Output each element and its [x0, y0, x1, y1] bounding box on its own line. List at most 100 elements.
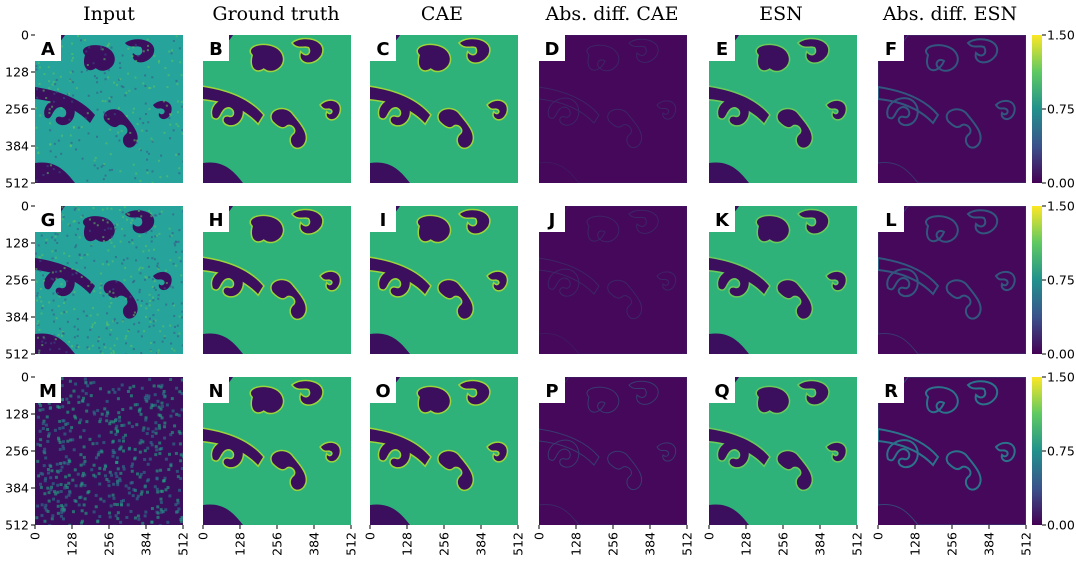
panel-esn-row-1: E	[709, 35, 857, 183]
panel-label-box	[539, 35, 565, 61]
colorbars: 1.50 0.75 0.00 1.50 0.75 0.00 1.50 0.75 0.00	[1032, 28, 1075, 533]
x-tick-label: 384	[474, 532, 489, 556]
panel-cae-row-1: C	[370, 35, 518, 183]
panel-label-N: N	[208, 381, 223, 402]
column-title-abs-diff-cae: Abs. diff. CAE	[545, 3, 679, 25]
y-axis-ticks: 0 128 256 384 512 0 128 256 384 512 0 128 256 384 512	[5, 28, 35, 533]
panel-ground-truth-row-2: H	[203, 206, 351, 354]
panel-label-I: I	[380, 210, 387, 231]
x-tick-label: 384	[139, 532, 154, 556]
x-axis-ticks: 0 128 256 384 512 0 128 256 384 512 0 128 256 384 512 0…	[28, 525, 1034, 556]
panel-label-box	[203, 377, 229, 403]
panel-label-E: E	[716, 39, 728, 60]
x-tick-label: 256	[776, 532, 791, 556]
panel-label-box	[370, 206, 396, 232]
panel-label-box	[709, 206, 735, 232]
panel-abs-diff-esn-row-2: L	[878, 206, 1026, 354]
panel-label-H: H	[208, 210, 223, 231]
x-tick-label: 512	[176, 532, 191, 556]
x-tick-label: 128	[739, 532, 754, 556]
x-tick-label: 256	[102, 532, 117, 556]
panel-label-box	[539, 377, 565, 403]
panel-abs-diff-esn-row-1: F	[878, 35, 1026, 183]
x-tick-label: 256	[606, 532, 621, 556]
colorbar-gradient	[1032, 206, 1042, 354]
y-tick-label: 128	[5, 65, 29, 80]
y-tick-label: 384	[5, 481, 29, 496]
colorbar-tick-label: 0.75	[1047, 444, 1075, 459]
panel-label-box	[370, 35, 396, 61]
panel-label-M: M	[39, 381, 57, 402]
x-tick-label: 256	[945, 532, 960, 556]
x-tick-label: 128	[233, 532, 248, 556]
panel-label-J: J	[547, 210, 556, 231]
x-tick-label: 128	[569, 532, 584, 556]
panel-label-L: L	[885, 210, 896, 231]
panel-abs-diff-cae-row-1: D	[539, 35, 687, 183]
panel-label-A: A	[41, 39, 55, 60]
input-noise	[35, 35, 183, 183]
x-tick-label: 0	[532, 532, 547, 540]
panel-abs-diff-cae-row-3: P	[539, 377, 687, 525]
x-tick-label: 256	[437, 532, 452, 556]
panel-label-F: F	[885, 39, 897, 60]
panel-label-box	[203, 206, 229, 232]
panel-cae-row-2: I	[370, 206, 518, 354]
colorbar-tick-label: 1.50	[1047, 199, 1075, 214]
x-tick-label: 512	[511, 532, 526, 556]
panel-label-K: K	[715, 210, 730, 231]
panel-ground-truth-row-1: B	[203, 35, 351, 183]
colorbar-row-3: 1.50 0.75 0.00	[1032, 370, 1075, 533]
panel-abs-diff-cae-row-2: J	[539, 206, 687, 354]
panel-label-box	[539, 206, 565, 232]
x-tick-label: 128	[908, 532, 923, 556]
panel-abs-diff-esn-row-3: R	[878, 377, 1026, 525]
y-tick-label: 0	[21, 199, 29, 214]
panel-label-box	[35, 206, 61, 232]
y-tick-label: 384	[5, 310, 29, 325]
y-tick-label: 128	[5, 407, 29, 422]
y-tick-label: 512	[5, 347, 29, 362]
colorbar-row-1: 1.50 0.75 0.00	[1032, 28, 1075, 191]
panel-label-box	[35, 35, 61, 61]
panel-label-box	[878, 35, 904, 61]
x-tick-label: 512	[1019, 532, 1034, 556]
panel-input-row-2: G	[35, 206, 183, 354]
panel-label-box	[35, 377, 61, 403]
x-tick-label: 0	[196, 532, 211, 540]
y-tick-label: 256	[5, 444, 29, 459]
x-tick-label: 384	[982, 532, 997, 556]
panel-ground-truth-row-3: N	[203, 377, 351, 525]
x-tick-label: 128	[400, 532, 415, 556]
x-tick-label: 0	[702, 532, 717, 540]
x-tick-label: 384	[307, 532, 322, 556]
colorbar-row-2: 1.50 0.75 0.00	[1032, 199, 1075, 362]
y-tick-label: 256	[5, 273, 29, 288]
x-tick-label: 256	[270, 532, 285, 556]
panel-input-row-3: M	[35, 377, 183, 525]
panel-label-box	[709, 35, 735, 61]
colorbar-gradient	[1032, 35, 1042, 183]
colorbar-gradient	[1032, 377, 1042, 525]
column-title-input: Input	[83, 3, 135, 25]
panel-esn-row-3: Q	[709, 377, 857, 525]
y-tick-label: 256	[5, 102, 29, 117]
panel-label-P: P	[545, 381, 558, 402]
y-tick-label: 512	[5, 176, 29, 191]
panel-label-B: B	[209, 39, 223, 60]
y-tick-label: 128	[5, 236, 29, 251]
x-tick-label: 512	[344, 532, 359, 556]
x-tick-label: 512	[850, 532, 865, 556]
x-tick-label: 0	[871, 532, 886, 540]
colorbar-tick-label: 0.75	[1047, 273, 1075, 288]
column-title-abs-diff-esn: Abs. diff. ESN	[882, 3, 1017, 25]
x-tick-label: 512	[680, 532, 695, 556]
panel-label-C: C	[376, 39, 389, 60]
panel-label-box	[878, 206, 904, 232]
y-tick-label: 0	[21, 370, 29, 385]
colorbar-tick-label: 0.00	[1047, 347, 1075, 362]
panel-label-box	[878, 377, 904, 403]
panel-label-G: G	[41, 210, 56, 231]
panel-esn-row-2: K	[709, 206, 857, 354]
